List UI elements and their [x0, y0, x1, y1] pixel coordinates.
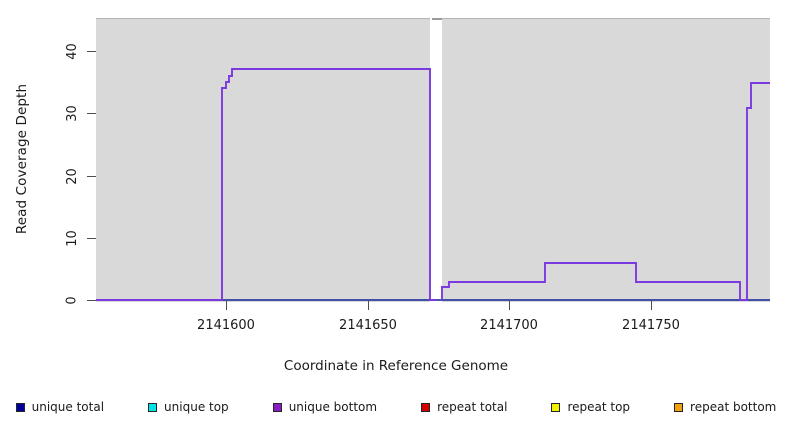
- legend-label-repeat-total: repeat total: [437, 400, 508, 414]
- legend-label-repeat-bottom: repeat bottom: [690, 400, 777, 414]
- x-tick-label-2141600: 2141600: [197, 318, 255, 333]
- y-tick-mark-30: [87, 113, 96, 114]
- legend-swatch-icon-unique-top: [148, 402, 158, 412]
- legend-item-repeat-total: repeat total: [421, 400, 507, 414]
- series-line-unique-bottom-segment-2: [441, 82, 770, 301]
- y-tick-label-40: 40: [64, 42, 80, 60]
- legend-swatch-icon-repeat-total: [421, 402, 431, 412]
- y-axis-title: Read Coverage Depth: [0, 0, 44, 318]
- x-tick-label-2141650: 2141650: [339, 318, 397, 333]
- y-axis-title-text: Read Coverage Depth: [14, 83, 31, 235]
- x-tick-label-2141750: 2141750: [622, 318, 680, 333]
- x-tick-mark-2141750: [651, 301, 652, 310]
- chart-legend: unique total unique top unique bottom re…: [0, 396, 792, 418]
- panel-background-left: [96, 18, 430, 302]
- data-lines: [96, 68, 770, 301]
- legend-label-unique-total: unique total: [31, 400, 105, 414]
- legend-swatch-icon-repeat-top: [551, 402, 561, 412]
- legend-label-repeat-top: repeat top: [567, 400, 631, 414]
- y-tick-label-30: 30: [64, 104, 80, 122]
- legend-label-unique-top: unique top: [164, 400, 229, 414]
- legend-swatch-icon-unique-total: [15, 402, 25, 412]
- legend-swatch-icon-repeat-bottom: [674, 402, 684, 412]
- panel-background-right: [442, 18, 770, 302]
- y-tick-mark-20: [87, 176, 96, 177]
- legend-swatch-icon-unique-bottom: [272, 402, 282, 412]
- y-tick-mark-0: [87, 300, 96, 301]
- legend-item-unique-total: unique total: [15, 400, 105, 414]
- x-tick-mark-2141700: [509, 301, 510, 310]
- y-tick-mark-10: [87, 238, 96, 239]
- y-tick-label-20: 20: [64, 167, 80, 185]
- x-tick-mark-2141600: [226, 301, 227, 310]
- x-tick-mark-2141650: [368, 301, 369, 310]
- legend-item-unique-bottom: unique bottom: [272, 400, 378, 414]
- y-tick-mark-40: [87, 51, 96, 52]
- y-tick-label-10: 10: [64, 229, 80, 247]
- legend-item-repeat-top: repeat top: [551, 400, 630, 414]
- x-tick-label-2141700: 2141700: [480, 318, 538, 333]
- legend-label-unique-bottom: unique bottom: [288, 400, 378, 414]
- series-line-unique-bottom: [96, 68, 436, 301]
- plot-panel: [96, 18, 770, 302]
- legend-item-unique-top: unique top: [148, 400, 229, 414]
- panel-break-marker: [432, 18, 442, 20]
- x-axis-title: Coordinate in Reference Genome: [283, 358, 509, 374]
- y-tick-label-0: 0: [64, 295, 80, 305]
- legend-item-repeat-bottom: repeat bottom: [674, 400, 776, 414]
